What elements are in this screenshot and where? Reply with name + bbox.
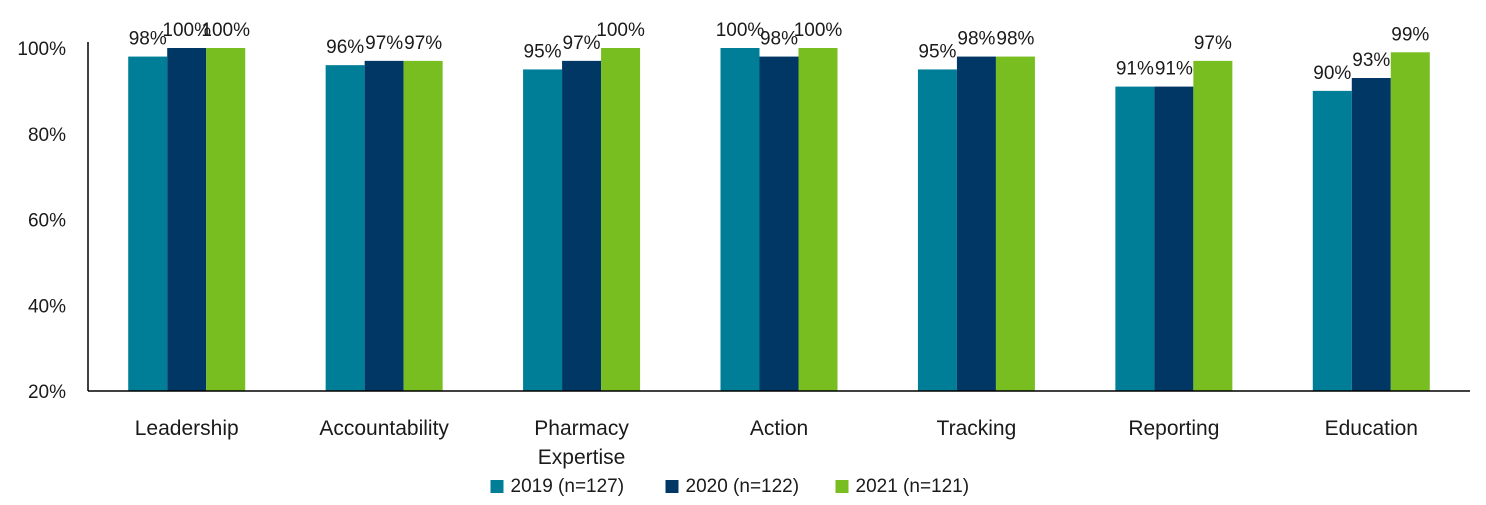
bar — [1115, 86, 1155, 392]
data-label: 98% — [996, 29, 1034, 50]
legend: 2019 (n=127) 2020 (n=122) 2021 (n=121) — [490, 476, 970, 497]
data-label: 100% — [794, 20, 843, 41]
bar — [403, 60, 443, 392]
data-label: 100% — [201, 20, 250, 41]
bar — [759, 56, 799, 391]
bar — [1193, 60, 1233, 392]
bar — [995, 56, 1035, 391]
data-label: 100% — [162, 20, 211, 41]
bar — [1154, 86, 1194, 392]
category-label: Reporting — [1128, 417, 1219, 440]
data-label: 91% — [1116, 59, 1154, 80]
category-label: Pharmacy — [534, 417, 629, 440]
bar — [720, 48, 760, 391]
category-label: Expertise — [538, 446, 626, 469]
data-label: 93% — [1352, 50, 1390, 71]
bar — [206, 48, 246, 391]
data-label: 98% — [129, 29, 167, 50]
legend-swatch — [490, 480, 504, 493]
category-label: Action — [750, 417, 808, 440]
data-label: 98% — [957, 29, 995, 50]
y-tick-label: 100% — [17, 39, 66, 60]
bar — [364, 60, 404, 392]
legend-swatch — [835, 480, 849, 493]
data-label: 97% — [365, 33, 403, 54]
data-label: 96% — [326, 37, 364, 58]
data-label: 97% — [563, 33, 601, 54]
data-label: 100% — [716, 20, 765, 41]
bar — [128, 56, 168, 391]
data-label: 90% — [1313, 63, 1351, 84]
bar — [167, 48, 207, 391]
bar — [1312, 90, 1352, 391]
bar — [798, 48, 838, 391]
bar — [523, 69, 563, 391]
bar — [917, 69, 957, 391]
y-tick-label: 20% — [28, 382, 66, 403]
data-label: 97% — [404, 33, 442, 54]
bar — [956, 56, 996, 391]
category-label: Tracking — [937, 417, 1017, 440]
y-tick-label: 60% — [28, 211, 66, 232]
data-label: 95% — [524, 41, 562, 62]
y-tick-label: 80% — [28, 125, 66, 146]
data-label: 91% — [1155, 59, 1193, 80]
data-labels: 98%100%100%96% 97% 97% 95% 97%100% 100%98%100… — [129, 20, 1430, 84]
category-label: Education — [1325, 417, 1418, 440]
y-tick-label: 40% — [28, 296, 66, 317]
y-axis: 20% 40% 60% 80% 100% — [17, 39, 89, 403]
category-label: Leadership — [135, 417, 239, 440]
legend-label: 2021 (n=121) — [856, 476, 970, 497]
data-label: 99% — [1391, 24, 1429, 45]
data-label: 100% — [596, 20, 645, 41]
legend-label: 2020 (n=122) — [686, 476, 800, 497]
data-label: 95% — [918, 41, 956, 62]
category-label: Accountability — [319, 417, 449, 440]
bar — [325, 65, 365, 392]
bars — [128, 48, 1430, 392]
legend-swatch — [665, 480, 679, 493]
data-label: 98% — [760, 29, 798, 50]
bar — [562, 60, 602, 392]
bar — [601, 48, 641, 391]
bar — [1351, 78, 1391, 391]
data-label: 97% — [1194, 33, 1232, 54]
bar — [1390, 52, 1430, 391]
legend-label: 2019 (n=127) — [511, 476, 625, 497]
x-axis: Leadership Accountability Pharmacy Expertis… — [88, 390, 1470, 469]
